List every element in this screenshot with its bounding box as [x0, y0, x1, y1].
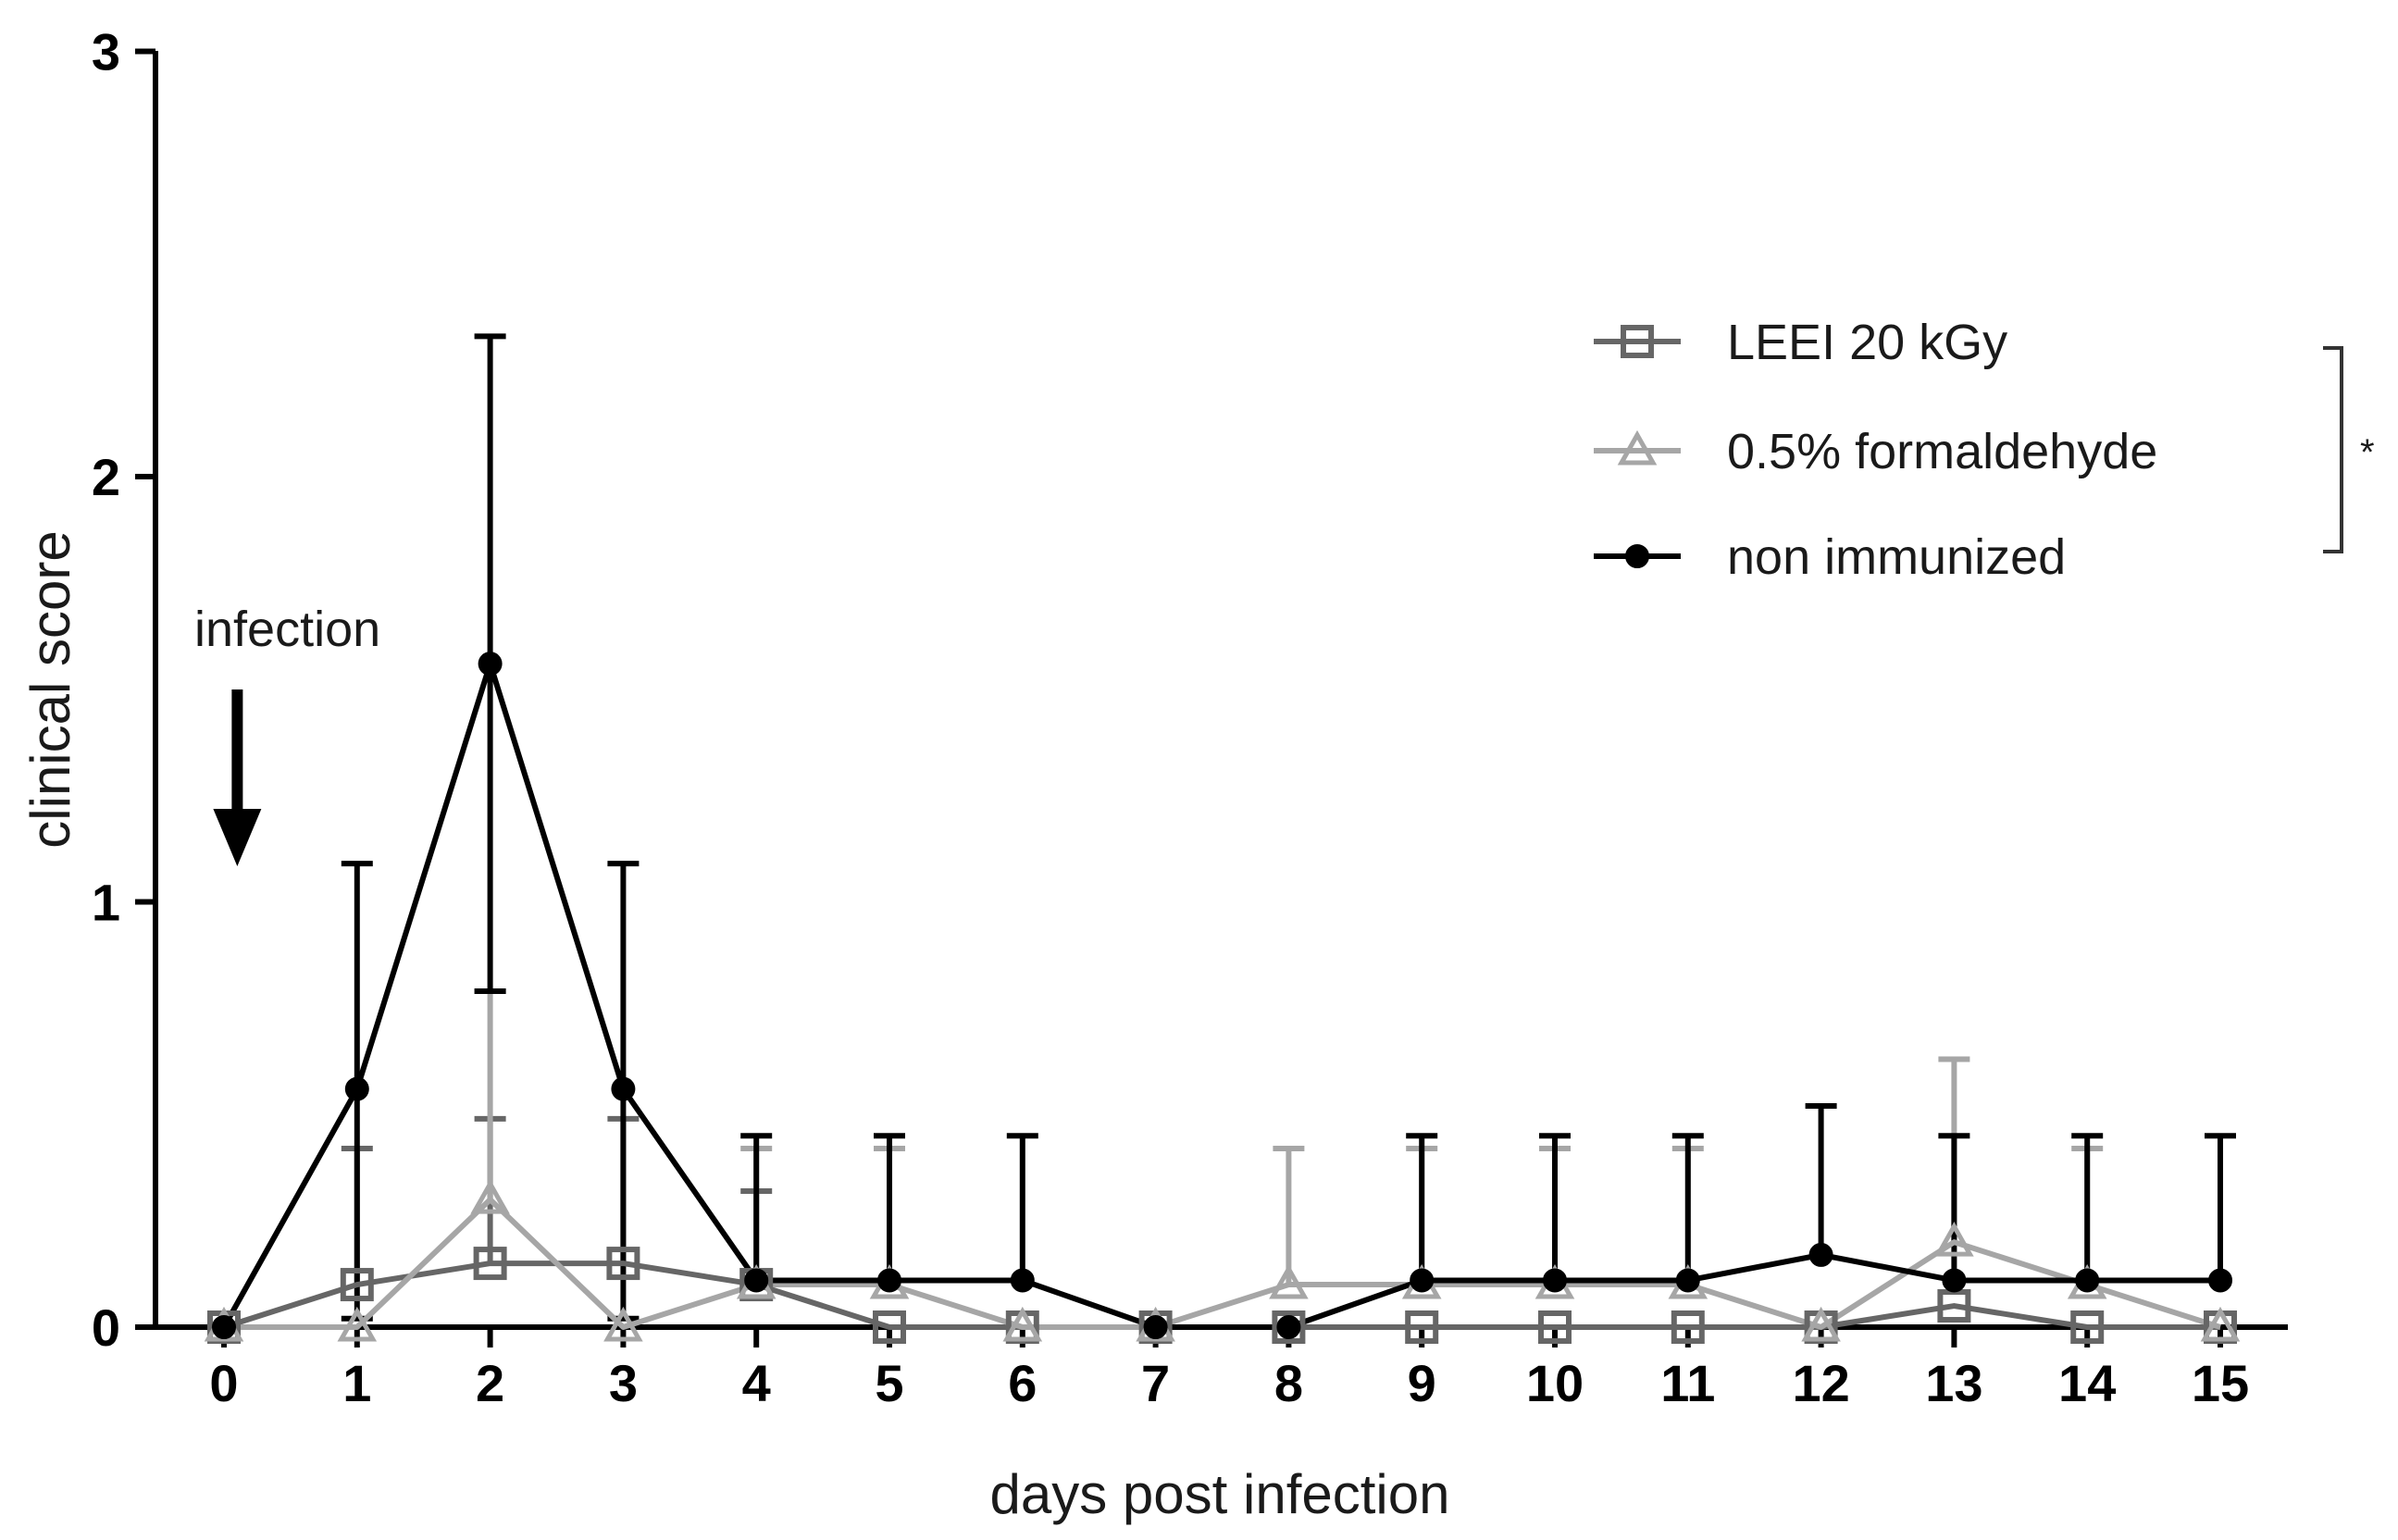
x-tick-label: 15	[2192, 1354, 2249, 1412]
data-point	[2075, 1268, 2100, 1293]
data-point	[1002, 1306, 1043, 1342]
data-point	[340, 1268, 374, 1302]
arrow-head	[213, 809, 262, 866]
x-tick-label: 1	[342, 1354, 371, 1412]
y-tick-label: 3	[92, 23, 120, 81]
data-point	[473, 1247, 507, 1281]
legend-marker	[1617, 429, 1658, 466]
data-point	[1934, 1222, 1974, 1257]
x-tick-label: 2	[476, 1354, 504, 1412]
error-bars	[341, 333, 2236, 1322]
x-tick-label: 11	[1660, 1354, 1715, 1412]
data-point	[1538, 1310, 1572, 1344]
y-tick-label: 1	[92, 874, 120, 932]
data-point	[1272, 1310, 1306, 1344]
data-point	[1675, 1268, 1700, 1293]
legend-marker	[1625, 544, 1649, 568]
x-tick-label: 13	[1925, 1354, 1982, 1412]
data-point	[1010, 1268, 1035, 1293]
legend-label: LEEI 20 kGy	[1727, 315, 2007, 370]
data-point	[344, 1076, 369, 1101]
significance-marker: *	[2360, 432, 2375, 473]
legend-label: 0.5% formaldehyde	[1727, 424, 2157, 479]
data-point	[1808, 1242, 1833, 1267]
series-lines	[221, 661, 2221, 1330]
y-axis-title: clinical score	[19, 530, 81, 848]
data-point	[1405, 1310, 1439, 1344]
data-point	[611, 1076, 636, 1101]
data-point	[2070, 1310, 2105, 1344]
data-point	[744, 1268, 769, 1293]
legend: LEEI 20 kGy 0.5% formaldehyde non immunize…	[1594, 315, 2157, 585]
data-point	[1269, 1263, 1309, 1299]
data-point	[1276, 1315, 1301, 1339]
data-point	[1143, 1315, 1168, 1339]
data-point	[337, 1306, 378, 1342]
data-point	[478, 652, 503, 677]
data-point	[470, 1179, 510, 1214]
series-line-1	[224, 1197, 2221, 1330]
x-tick-label: 4	[742, 1354, 771, 1412]
infection-arrow-icon	[213, 689, 262, 866]
data-point	[1942, 1268, 1967, 1293]
data-point	[2200, 1306, 2241, 1342]
x-tick-label: 14	[2058, 1354, 2116, 1412]
x-tick-label: 3	[609, 1354, 638, 1412]
data-markers	[204, 652, 2241, 1344]
infection-label: infection	[194, 602, 380, 657]
x-tick-label: 5	[875, 1354, 903, 1412]
x-axis-title: days post infection	[990, 1463, 1450, 1525]
x-tick-label: 8	[1274, 1354, 1303, 1412]
y-tick-label: 0	[92, 1298, 120, 1357]
legend-marker	[1621, 325, 1654, 358]
data-point	[873, 1310, 906, 1344]
series-line-2	[221, 661, 2220, 1330]
data-point	[1410, 1268, 1435, 1293]
data-point	[2208, 1268, 2232, 1293]
data-point	[606, 1247, 640, 1281]
data-point	[877, 1268, 901, 1293]
legend-label: non immunized	[1727, 529, 2066, 585]
x-tick-label: 7	[1141, 1354, 1170, 1412]
significance-bracket: *	[2323, 346, 2375, 553]
x-tick-label: 6	[1008, 1354, 1037, 1412]
y-tick-label: 2	[92, 448, 120, 506]
x-tick-label: 0	[209, 1354, 238, 1412]
x-tick-label: 10	[1526, 1354, 1584, 1412]
x-tick-label: 9	[1408, 1354, 1436, 1412]
data-point	[1671, 1310, 1705, 1344]
x-tick-label: 12	[1792, 1354, 1849, 1412]
data-point	[1801, 1306, 1841, 1342]
data-point	[603, 1306, 643, 1342]
data-point	[212, 1315, 236, 1339]
data-point	[1543, 1268, 1567, 1293]
infection-annotation: infection	[194, 602, 380, 866]
